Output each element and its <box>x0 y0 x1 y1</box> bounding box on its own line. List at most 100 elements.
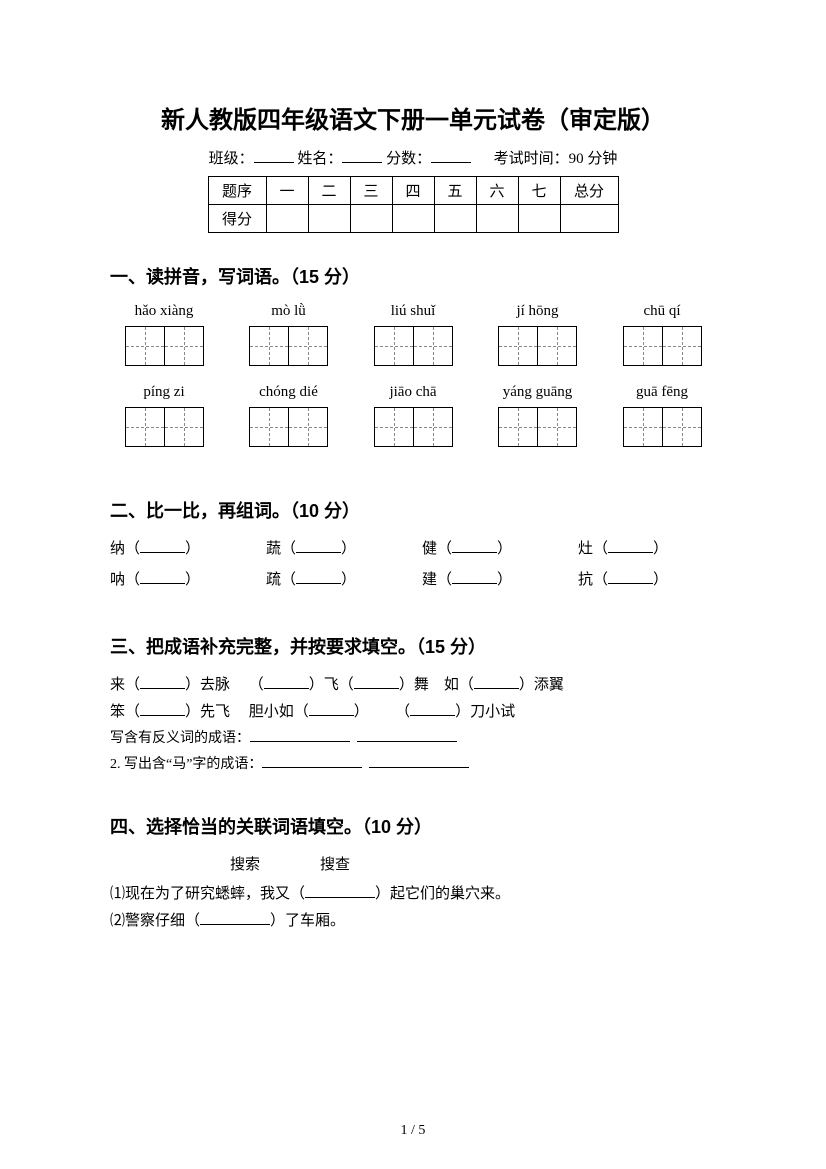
q3-line: 来（）去脉 （）飞（）舞 如（）添翼 <box>110 673 716 694</box>
pinyin-item: guā fēng <box>608 384 716 447</box>
q2-blank[interactable] <box>452 539 497 553</box>
tianzi-grid[interactable] <box>484 326 592 366</box>
score-cell[interactable] <box>434 205 476 233</box>
pinyin-item: chóng dié <box>235 384 343 447</box>
q2-item: 灶（） <box>578 537 716 558</box>
pinyin-item: chū qí <box>608 303 716 366</box>
q4-opt: 搜查 <box>320 853 350 874</box>
q3-blank[interactable] <box>410 702 455 716</box>
score-cell[interactable] <box>266 205 308 233</box>
q4-text: ⑴现在为了研究蟋蟀，我又（ <box>110 886 305 902</box>
tianzi-grid[interactable] <box>608 326 716 366</box>
pinyin-item: mò lǜ <box>235 303 343 366</box>
q3-text: 胆小如（ <box>249 704 309 720</box>
time-label: 考试时间：90 分钟 <box>494 151 618 167</box>
q3-heading: 三、把成语补充完整，并按要求填空。（15 分） <box>110 633 716 659</box>
th-col: 四 <box>392 177 434 205</box>
tianzi-grid[interactable] <box>235 326 343 366</box>
q3-blank[interactable] <box>357 728 457 742</box>
q4-text: ⑵警察仔细（ <box>110 913 200 929</box>
q2-item: 蔬（） <box>266 537 404 558</box>
q2-blank[interactable] <box>296 539 341 553</box>
q3-blank[interactable] <box>354 675 399 689</box>
q2-blank[interactable] <box>140 539 185 553</box>
name-blank[interactable] <box>342 162 382 163</box>
name-label: 姓名： <box>297 151 342 167</box>
pinyin-item: liú shuǐ <box>359 303 467 366</box>
th-col: 五 <box>434 177 476 205</box>
tianzi-grid[interactable] <box>484 407 592 447</box>
pinyin-item: jí hōng <box>484 303 592 366</box>
q4-text: ）起它们的巢穴来。 <box>375 886 510 902</box>
tianzi-grid[interactable] <box>110 326 218 366</box>
pinyin-item: yáng guāng <box>484 384 592 447</box>
score-cell[interactable] <box>392 205 434 233</box>
q3-blank[interactable] <box>309 702 354 716</box>
q3-blank[interactable] <box>250 728 350 742</box>
q3-sub2: 2. 写出含“马”字的成语： <box>110 753 716 773</box>
q3-blank[interactable] <box>262 754 362 768</box>
tianzi-grid[interactable] <box>235 407 343 447</box>
q3-line: 笨（）先飞 胆小如（） （）刀小试 <box>110 700 716 721</box>
table-row: 题序 一 二 三 四 五 六 七 总分 <box>208 177 618 205</box>
exam-title: 新人教版四年级语文下册一单元试卷（审定版） <box>110 100 716 135</box>
q2-grid: 纳（） 蔬（） 健（） 灶（） 呐（） 疏（） 建（） 抗（） <box>110 537 716 589</box>
page-number: 1 / 5 <box>0 1123 826 1139</box>
q3-blank[interactable] <box>369 754 469 768</box>
tianzi-grid[interactable] <box>608 407 716 447</box>
q2-char: 灶 <box>578 541 593 557</box>
q3-text: ）添翼 <box>519 677 564 693</box>
q4-blank[interactable] <box>305 884 375 898</box>
q2-blank[interactable] <box>140 570 185 584</box>
pinyin-item: hǎo xiàng <box>110 303 218 366</box>
q3-blank[interactable] <box>474 675 519 689</box>
th-col: 二 <box>308 177 350 205</box>
tianzi-grid[interactable] <box>359 407 467 447</box>
score-cell[interactable] <box>476 205 518 233</box>
q3-text: ）飞（ <box>309 677 354 693</box>
tianzi-grid[interactable] <box>110 407 218 447</box>
q3-blank[interactable] <box>140 675 185 689</box>
th-col: 七 <box>518 177 560 205</box>
class-blank[interactable] <box>254 162 294 163</box>
q2-heading: 二、比一比，再组词。（10 分） <box>110 497 716 523</box>
pinyin-item: jiāo chā <box>359 384 467 447</box>
q2-char: 抗 <box>578 572 593 588</box>
score-cell[interactable] <box>308 205 350 233</box>
q4-line: ⑵警察仔细（ ）了车厢。 <box>110 909 716 930</box>
table-row: 得分 <box>208 205 618 233</box>
score-cell[interactable] <box>560 205 618 233</box>
q3-text: ）刀小试 <box>455 704 515 720</box>
q3-text: 来（ <box>110 677 140 693</box>
tianzi-grid[interactable] <box>359 326 467 366</box>
q2-item: 抗（） <box>578 568 716 589</box>
pinyin-label: chū qí <box>608 303 716 320</box>
th-col: 三 <box>350 177 392 205</box>
score-cell[interactable] <box>350 205 392 233</box>
q4-opt: 搜索 <box>230 853 260 874</box>
q4-blank[interactable] <box>200 911 270 925</box>
q3-text: ） <box>354 704 369 720</box>
score-cell[interactable] <box>518 205 560 233</box>
th-col: 一 <box>266 177 308 205</box>
q3-sub-label: 2. 写出含“马”字的成语： <box>110 757 262 772</box>
q2-blank[interactable] <box>296 570 341 584</box>
th-seq: 题序 <box>208 177 266 205</box>
q3-sub-label: 写含有反义词的成语： <box>110 731 250 746</box>
pinyin-label: hǎo xiàng <box>110 303 218 320</box>
q4-text: ）了车厢。 <box>270 913 345 929</box>
pinyin-label: jiāo chā <box>359 384 467 401</box>
q3-blank[interactable] <box>140 702 185 716</box>
th-total: 总分 <box>560 177 618 205</box>
q2-item: 健（） <box>422 537 560 558</box>
q3-blank[interactable] <box>264 675 309 689</box>
score-blank[interactable] <box>431 162 471 163</box>
q2-blank[interactable] <box>452 570 497 584</box>
q4-options: 搜索 搜查 <box>110 853 716 874</box>
q2-blank[interactable] <box>608 570 653 584</box>
q2-char: 健 <box>422 541 437 557</box>
pinyin-label: liú shuǐ <box>359 303 467 320</box>
class-label: 班级： <box>209 151 254 167</box>
pinyin-label: jí hōng <box>484 303 592 320</box>
q2-blank[interactable] <box>608 539 653 553</box>
